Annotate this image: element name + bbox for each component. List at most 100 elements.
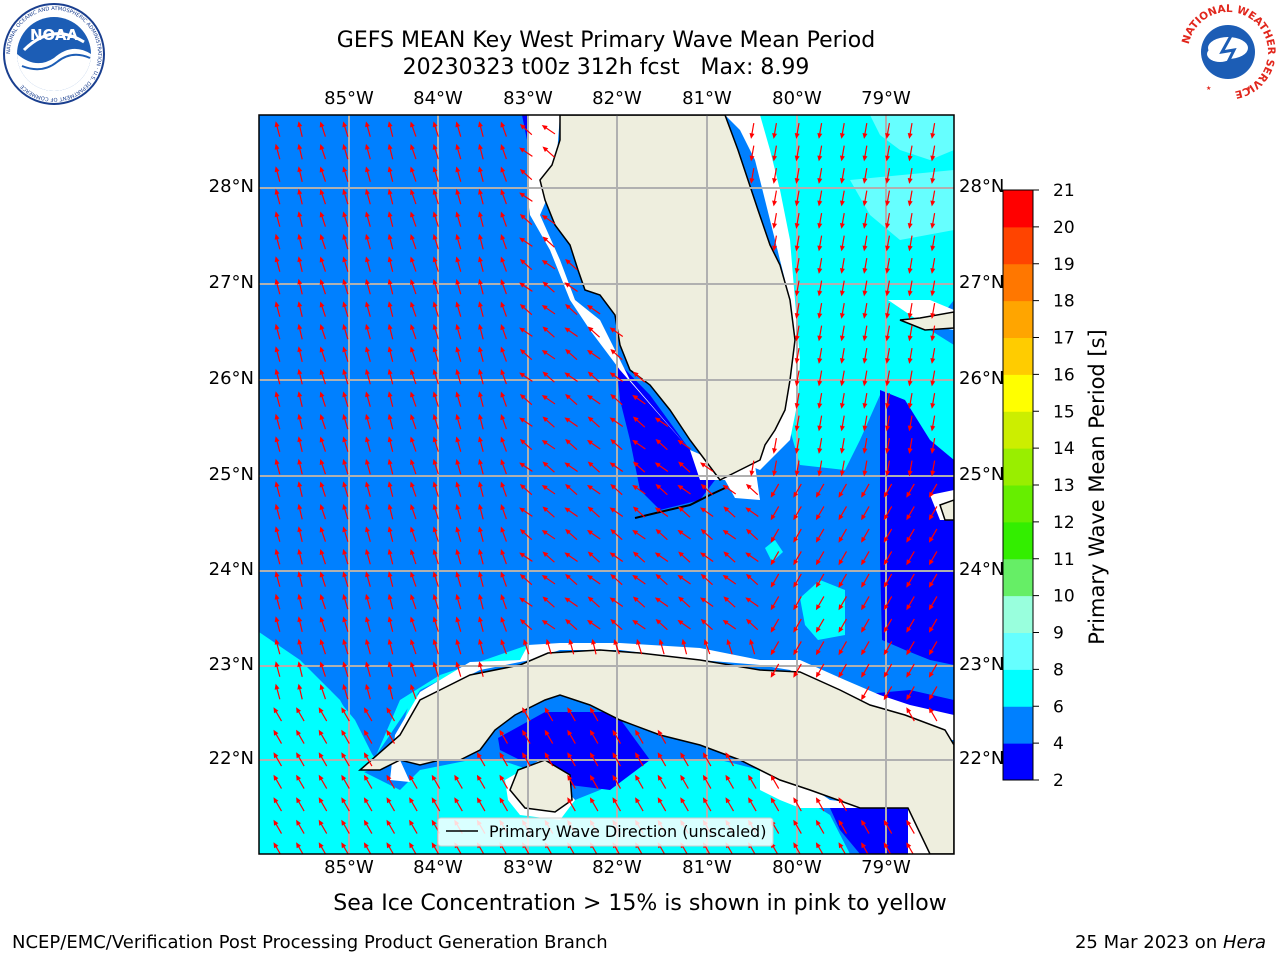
wave-arrow <box>862 325 868 342</box>
wave-arrow <box>387 301 394 317</box>
axis-tick-label: 28°N <box>208 176 254 197</box>
wave-arrow <box>770 551 780 566</box>
wave-arrow <box>565 574 578 586</box>
footer-date-text: 25 Mar 2023 on <box>1074 932 1223 953</box>
wave-arrow <box>745 483 759 496</box>
wave-arrow <box>544 707 554 722</box>
wave-arrow <box>319 548 327 565</box>
wave-arrow <box>342 503 349 520</box>
wave-arrow <box>455 571 462 587</box>
wave-arrow <box>794 370 800 387</box>
wave-arrow <box>455 188 462 205</box>
wave-arrow <box>749 145 755 162</box>
wave-arrow <box>907 393 913 409</box>
wave-arrow <box>519 327 533 337</box>
wave-arrow <box>772 235 778 252</box>
wave-arrow <box>838 573 848 588</box>
wave-arrow <box>478 548 484 565</box>
wave-arrow <box>319 121 327 137</box>
wave-arrow <box>432 661 439 677</box>
wave-arrow <box>432 166 439 182</box>
wave-arrow <box>519 124 533 136</box>
wave-arrow <box>387 233 394 250</box>
wave-arrow <box>319 391 327 407</box>
wave-arrow <box>862 415 868 432</box>
wave-arrow <box>817 190 823 207</box>
wave-arrow <box>839 438 845 454</box>
wave-arrow <box>632 394 646 405</box>
wave-arrow <box>410 234 417 250</box>
wave-arrow <box>722 529 737 540</box>
wave-arrow <box>632 529 646 540</box>
wave-arrow <box>839 213 845 229</box>
wave-arrow <box>365 683 371 700</box>
wave-arrow <box>928 618 938 633</box>
wave-arrow <box>723 506 736 518</box>
wave-arrow <box>657 797 667 812</box>
wave-arrow <box>839 280 845 297</box>
colorbar-segment <box>1003 595 1033 634</box>
wave-arrow <box>838 641 848 656</box>
noaa-logo-text: NOAA <box>30 26 79 44</box>
wave-arrow <box>342 481 349 497</box>
wave-arrow <box>478 571 484 587</box>
wave-arrow <box>296 774 305 789</box>
wave-arrow <box>815 483 825 498</box>
wave-arrow <box>541 439 556 450</box>
wave-arrow <box>700 573 713 586</box>
wave-arrow <box>839 393 845 409</box>
wave-arrow <box>410 526 417 542</box>
wave-arrow <box>815 663 825 678</box>
wave-arrow <box>907 303 913 319</box>
wave-arrow <box>363 752 373 767</box>
wave-arrow <box>928 663 938 678</box>
wave-arrow <box>928 573 938 588</box>
wave-arrow <box>365 211 371 227</box>
wave-arrow <box>794 348 800 364</box>
wave-arrow <box>297 481 303 497</box>
wave-arrow <box>770 663 780 678</box>
colorbar-segment <box>1003 706 1033 744</box>
axis-tick-label: 79°W <box>861 857 911 878</box>
wave-arrow <box>297 413 303 430</box>
wave-arrow <box>542 371 555 383</box>
wave-arrow <box>478 278 484 295</box>
wave-arrow <box>681 638 688 655</box>
wave-arrow <box>297 368 303 385</box>
wave-arrow <box>500 121 507 137</box>
colorbar-tick-label: 2 <box>1053 771 1064 791</box>
wave-arrow <box>363 729 373 744</box>
footer-branch: NCEP/EMC/Verification Post Processing Pr… <box>12 932 608 953</box>
wave-arrow <box>862 280 868 297</box>
wave-arrow <box>907 123 913 139</box>
wave-arrow <box>794 460 800 477</box>
wave-arrow <box>885 213 891 229</box>
wave-arrow <box>542 461 555 473</box>
wave-arrow <box>861 551 870 566</box>
wave-arrow <box>907 370 913 387</box>
wave-arrow <box>862 145 868 162</box>
wave-arrow <box>319 481 327 497</box>
wave-arrow <box>387 346 394 362</box>
colorbar-segment <box>1003 226 1033 265</box>
wave-arrow <box>862 303 868 319</box>
wave-arrow <box>274 571 281 587</box>
wave-arrow <box>274 278 281 295</box>
wave-arrow <box>519 439 533 451</box>
wave-arrow <box>862 258 868 274</box>
wave-arrow <box>928 641 938 656</box>
wave-arrow <box>817 325 823 342</box>
wave-arrow <box>815 819 825 834</box>
wave-arrow <box>541 619 556 630</box>
wave-arrow <box>885 168 891 184</box>
wave-arrow <box>815 842 825 854</box>
wave-arrow <box>883 686 893 701</box>
wave-arrow <box>296 819 305 834</box>
wave-arrow <box>342 391 349 407</box>
wave-arrow <box>609 552 624 562</box>
colorbar-tick-label: 13 <box>1053 476 1075 496</box>
colorbar-segment <box>1003 190 1033 228</box>
wave-arrow <box>478 391 484 407</box>
wave-arrow <box>409 819 418 834</box>
